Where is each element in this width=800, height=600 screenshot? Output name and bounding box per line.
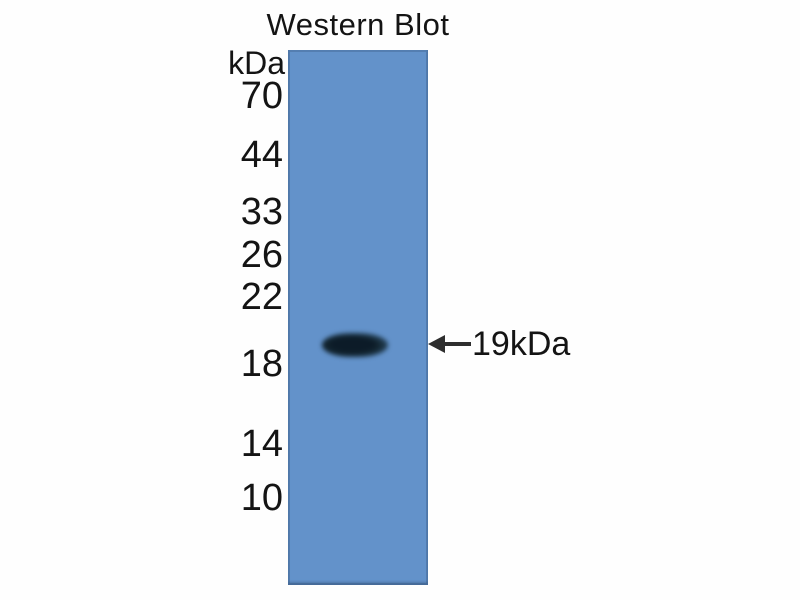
band-weight-label: 19kDa [472,325,571,363]
unit-label-kda: kDa [228,45,285,81]
left-arrow-icon [428,335,471,353]
gel-lane [288,50,428,585]
ladder-marker-26: 26 [240,234,283,276]
figure-title: Western Blot [266,7,450,42]
ladder-marker-18: 18 [240,343,283,385]
ladder-marker-70: 70 [240,75,283,117]
ladder-marker-33: 33 [240,191,283,233]
ladder-marker-10: 10 [240,477,283,519]
ladder-marker-44: 44 [240,134,283,176]
protein-band-core [330,337,376,352]
ladder-marker-14: 14 [240,423,283,465]
protein-band [322,331,388,360]
ladder-marker-22: 22 [240,276,283,318]
